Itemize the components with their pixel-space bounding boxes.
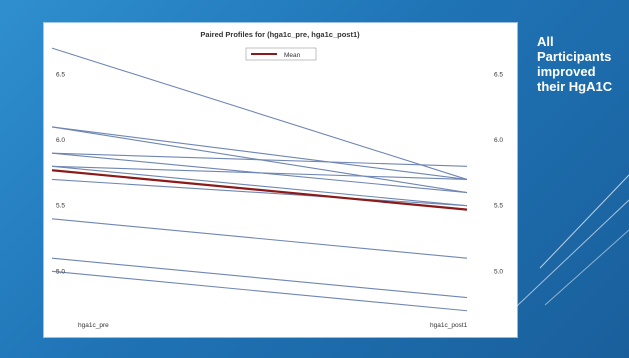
y-tick-left-5.0: 5.0 (56, 268, 65, 275)
chart-frame (43, 22, 518, 338)
paired-profiles-chart: Paired Profiles for (hga1c_pre, hga1c_po… (44, 23, 517, 337)
participant-line-8 (51, 178, 468, 207)
participant-line-6 (51, 165, 468, 180)
x-axis-labels: hga1c_pre hga1c_post1 (78, 322, 468, 329)
legend-box (245, 47, 317, 61)
profile-lines (51, 47, 468, 312)
participant-line-1 (51, 47, 468, 180)
y-axis-right-ticks: 5.0 5.5 6.0 6.5 (494, 71, 503, 275)
legend-mean-label: Mean (284, 52, 301, 59)
participant-line-9 (51, 218, 468, 259)
y-tick-left-6.0: 6.0 (56, 137, 65, 144)
legend: Mean (245, 47, 317, 61)
participant-line-4 (51, 152, 468, 167)
callout-text: All Participants improved their HgA1C (537, 34, 613, 94)
y-tick-left-6.5: 6.5 (56, 71, 65, 78)
y-tick-right-5.5: 5.5 (494, 203, 503, 210)
x-label-post: hga1c_post1 (430, 322, 468, 329)
y-tick-right-5.0: 5.0 (494, 268, 503, 275)
deco-line-2 (499, 199, 629, 323)
x-label-pre: hga1c_pre (78, 322, 109, 329)
participant-line-10 (51, 257, 468, 299)
deco-line-3 (544, 229, 629, 306)
y-axis-left-ticks: 5.0 5.5 6.0 6.5 (56, 71, 65, 275)
y-tick-right-6.5: 6.5 (494, 71, 503, 78)
participant-line-11 (51, 270, 468, 312)
y-tick-left-5.5: 5.5 (56, 203, 65, 210)
y-tick-right-6.0: 6.0 (494, 137, 503, 144)
participant-line-7 (51, 165, 468, 207)
participant-line-2 (51, 126, 468, 180)
chart-title: Paired Profiles for (hga1c_pre, hga1c_po… (200, 30, 360, 39)
deco-line-1 (539, 174, 629, 269)
plot-background (44, 23, 517, 337)
mean-line (51, 169, 468, 211)
